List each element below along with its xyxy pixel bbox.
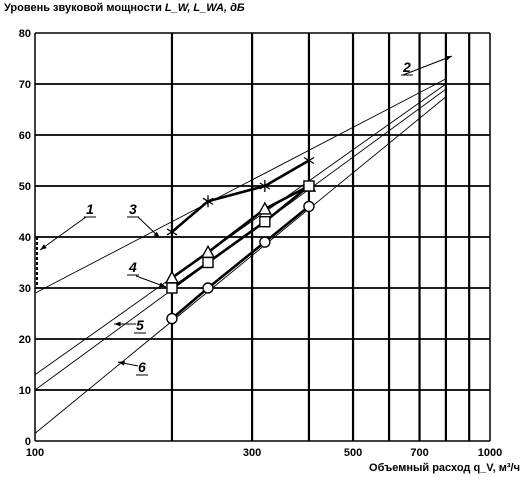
callout-5-4: 5	[114, 317, 146, 334]
reference-lines	[34, 78, 447, 434]
point-star-200	[166, 225, 178, 238]
x-tick-label-1000: 1000	[478, 447, 502, 459]
point-star-240-stroke-2	[202, 197, 214, 205]
callout-arrowhead	[153, 231, 160, 238]
y-axis-title: Уровень звуковой мощности L_W, L_WA, дБ	[4, 2, 245, 14]
y-tick-label-10: 10	[19, 385, 31, 397]
x-tick-label-500: 500	[344, 447, 362, 459]
point-star-400-stroke-2	[303, 156, 315, 165]
series-line-triangle	[171, 184, 310, 279]
y-tick-label-0: 0	[25, 436, 31, 448]
callout-leader	[39, 216, 87, 251]
callout-number: 3	[129, 201, 137, 217]
callout-6-5: 6	[117, 359, 148, 376]
callout-3-2: 3	[127, 201, 161, 239]
point-circle-200	[166, 312, 178, 325]
y-tick-label-30: 30	[19, 283, 31, 295]
data-series	[164, 154, 317, 325]
x-tick-label-300: 300	[243, 447, 261, 459]
tick-labels: 0 10 20 30 40 50 60 70 80 100 300 500 700 1000	[19, 28, 502, 459]
y-tick-label-20: 20	[19, 334, 31, 346]
y-tick-label-60: 60	[19, 130, 31, 142]
point-square-320	[259, 215, 271, 228]
point-square-400	[303, 180, 315, 192]
point-square-240	[202, 256, 214, 269]
callout-arrowhead	[118, 360, 125, 366]
point-star-320	[259, 180, 271, 192]
callout-2-1: 2	[401, 55, 453, 76]
x-tick-label-700: 700	[410, 447, 428, 459]
callout-arrowhead	[114, 321, 121, 327]
series-line-circle	[171, 205, 310, 320]
x-axis-title: Объемный расход q_V, м³/ч	[369, 462, 520, 474]
callout-number: 2	[402, 59, 411, 75]
y-axis-label-text: Уровень звуковой мощности	[4, 2, 162, 14]
reference-line-1	[34, 78, 447, 294]
point-square-200	[166, 282, 178, 294]
x-tick-label-100: 100	[26, 447, 44, 459]
y-tick-label-40: 40	[19, 232, 31, 244]
point-star-240	[202, 195, 214, 208]
point-triangle-320	[257, 201, 273, 215]
callout-number: 5	[136, 317, 144, 333]
y-tick-label-50: 50	[19, 181, 31, 193]
y-axis-label-symbols: L_W, L_WA, дБ	[164, 2, 245, 14]
point-circle-240	[202, 282, 214, 294]
point-circle-320	[259, 236, 271, 248]
callout-arrowhead	[40, 244, 47, 250]
point-star-400	[303, 154, 315, 167]
callout-number: 4	[128, 259, 137, 275]
point-star-320-stroke-2	[259, 182, 271, 190]
point-star-200-stroke-2	[166, 228, 178, 236]
callout-number: 6	[138, 359, 146, 375]
callout-leader	[402, 55, 453, 76]
callout-1-0: 1	[39, 201, 96, 251]
grid	[34, 32, 491, 442]
callout-number: 1	[86, 201, 94, 217]
y-tick-label-70: 70	[19, 79, 31, 91]
callout-arrowhead	[445, 56, 452, 61]
y-tick-label-80: 80	[19, 28, 31, 40]
point-circle-400	[303, 200, 315, 213]
callout-labels: 1 2 3 4 5 6	[39, 55, 453, 376]
reference-line-4	[34, 96, 447, 434]
series-line-square	[171, 184, 310, 290]
reference-line-2	[34, 83, 447, 376]
series-line-star	[171, 159, 310, 233]
callout-4-3: 4	[127, 259, 167, 288]
callout-arrowhead	[159, 282, 166, 287]
